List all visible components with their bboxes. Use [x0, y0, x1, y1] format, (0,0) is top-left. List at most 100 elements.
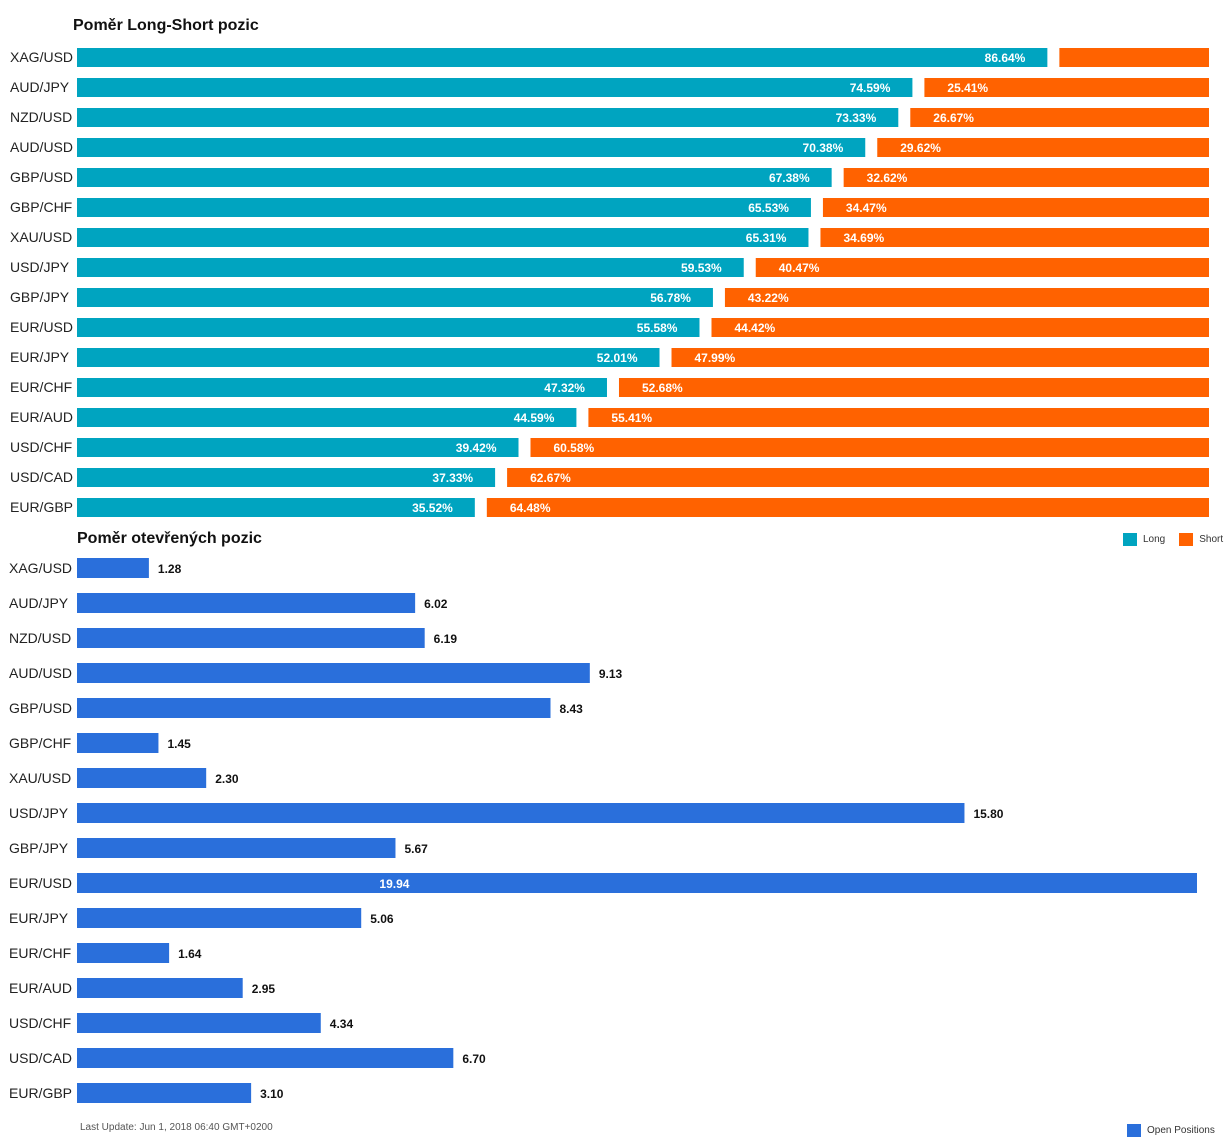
category-label: USD/CAD — [9, 1050, 72, 1066]
category-label: EUR/JPY — [10, 349, 70, 365]
data-label-short: 43.22% — [748, 291, 789, 305]
category-label: XAU/USD — [9, 770, 71, 786]
data-label-long: 52.01% — [597, 351, 638, 365]
legend-swatch-long — [1123, 533, 1137, 546]
data-label-short: 25.41% — [947, 81, 988, 95]
category-label: GBP/USD — [9, 700, 72, 716]
data-label-open: 1.28 — [158, 562, 182, 576]
bar-short — [910, 108, 1209, 127]
category-label: USD/CAD — [10, 469, 73, 485]
bar-long — [77, 378, 607, 397]
legend-item-short: Short — [1179, 533, 1223, 546]
bar-short — [1059, 48, 1209, 67]
bar-long — [77, 438, 519, 457]
data-label-open: 6.02 — [424, 597, 448, 611]
bar-long — [77, 408, 577, 427]
legend-swatch-open — [1127, 1124, 1141, 1137]
category-label: USD/CHF — [10, 439, 72, 455]
legend-swatch-short — [1179, 533, 1194, 546]
category-label: GBP/JPY — [10, 289, 70, 305]
data-label-long: 39.42% — [456, 441, 497, 455]
bar-open-positions — [77, 593, 416, 613]
data-label-short: 62.67% — [530, 471, 571, 485]
data-label-long: 70.38% — [803, 141, 844, 155]
bar-open-positions — [77, 803, 965, 823]
data-label-short: 47.99% — [695, 351, 736, 365]
bar-short — [724, 288, 1209, 307]
bar-open-positions — [77, 1048, 454, 1068]
category-label: GBP/USD — [10, 169, 73, 185]
bar-long — [77, 348, 660, 367]
bar-long — [77, 138, 866, 157]
data-label-open: 19.94 — [379, 877, 409, 891]
bar-open-positions — [77, 943, 170, 963]
data-label-long: 59.53% — [681, 261, 722, 275]
bar-long — [77, 468, 496, 487]
last-update-text: Last Update: Jun 1, 2018 06:40 GMT+0200 — [80, 1122, 273, 1133]
category-label: NZD/USD — [9, 630, 71, 646]
bar-long — [77, 78, 913, 97]
bar-long — [77, 498, 475, 517]
category-label: GBP/CHF — [9, 735, 71, 751]
data-label-long: 47.32% — [544, 381, 585, 395]
bar-long — [77, 318, 700, 337]
category-label: XAU/USD — [10, 229, 72, 245]
category-label: EUR/GBP — [9, 1085, 72, 1101]
data-label-short: 52.68% — [642, 381, 683, 395]
category-label: EUR/USD — [9, 875, 72, 891]
bar-short — [486, 498, 1210, 517]
bar-long — [77, 288, 713, 307]
legend-long-short: Long Short — [1123, 533, 1229, 546]
bar-open-positions — [77, 978, 243, 998]
data-label-short: 55.41% — [611, 411, 652, 425]
data-label-short: 26.67% — [933, 111, 974, 125]
data-label-open: 6.19 — [434, 632, 458, 646]
data-label-short: 60.58% — [554, 441, 595, 455]
bar-open-positions — [77, 908, 362, 928]
bar-short — [924, 78, 1209, 97]
category-label: XAG/USD — [10, 49, 73, 65]
data-label-open: 5.06 — [370, 912, 394, 926]
category-label: EUR/GBP — [10, 499, 73, 515]
bar-open-positions — [77, 663, 590, 683]
category-label: EUR/USD — [10, 319, 73, 335]
bar-open-positions — [77, 873, 1197, 893]
data-label-long: 55.58% — [637, 321, 678, 335]
data-label-short: 29.62% — [900, 141, 941, 155]
bar-long — [77, 48, 1048, 67]
legend-open-positions: Open Positions — [1127, 1124, 1215, 1137]
data-label-long: 44.59% — [514, 411, 555, 425]
data-label-open: 1.45 — [167, 737, 191, 751]
category-label: NZD/USD — [10, 109, 72, 125]
category-label: XAG/USD — [9, 560, 72, 576]
data-label-open: 5.67 — [404, 842, 428, 856]
category-label: AUD/USD — [9, 665, 72, 681]
legend-label-long: Long — [1143, 534, 1166, 545]
bar-short — [843, 168, 1209, 187]
bar-short — [618, 378, 1209, 397]
category-label: GBP/CHF — [10, 199, 72, 215]
data-label-short: 34.69% — [843, 231, 884, 245]
bar-short — [877, 138, 1209, 157]
data-label-long: 73.33% — [836, 111, 877, 125]
data-label-long: 65.31% — [746, 231, 787, 245]
category-label: USD/CHF — [9, 1015, 71, 1031]
bar-open-positions — [77, 698, 551, 718]
data-label-short: 64.48% — [510, 501, 551, 515]
bar-short — [671, 348, 1209, 367]
data-label-open: 1.64 — [178, 947, 202, 961]
data-label-open: 6.70 — [462, 1052, 486, 1066]
category-label: EUR/JPY — [9, 910, 69, 926]
bar-short — [755, 258, 1209, 277]
bar-open-positions — [77, 1013, 321, 1033]
data-label-short: 34.47% — [846, 201, 887, 215]
bar-open-positions — [77, 733, 159, 753]
legend-item-long: Long — [1123, 533, 1165, 546]
bar-open-positions — [77, 838, 396, 858]
data-label-long: 67.38% — [769, 171, 810, 185]
bar-long — [77, 108, 899, 127]
category-label: GBP/JPY — [9, 840, 69, 856]
bar-long — [77, 168, 832, 187]
bar-open-positions — [77, 768, 207, 788]
